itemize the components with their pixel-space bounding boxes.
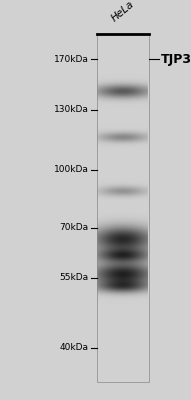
Text: TJP3: TJP3 (160, 53, 191, 66)
Text: HeLa: HeLa (110, 0, 136, 24)
Text: 55kDa: 55kDa (60, 274, 89, 282)
Bar (97, 34, 149, 382)
Text: 130kDa: 130kDa (54, 106, 89, 114)
Text: 100kDa: 100kDa (54, 166, 89, 174)
Text: 40kDa: 40kDa (60, 344, 89, 352)
Text: 70kDa: 70kDa (60, 224, 89, 232)
Text: 170kDa: 170kDa (54, 55, 89, 64)
